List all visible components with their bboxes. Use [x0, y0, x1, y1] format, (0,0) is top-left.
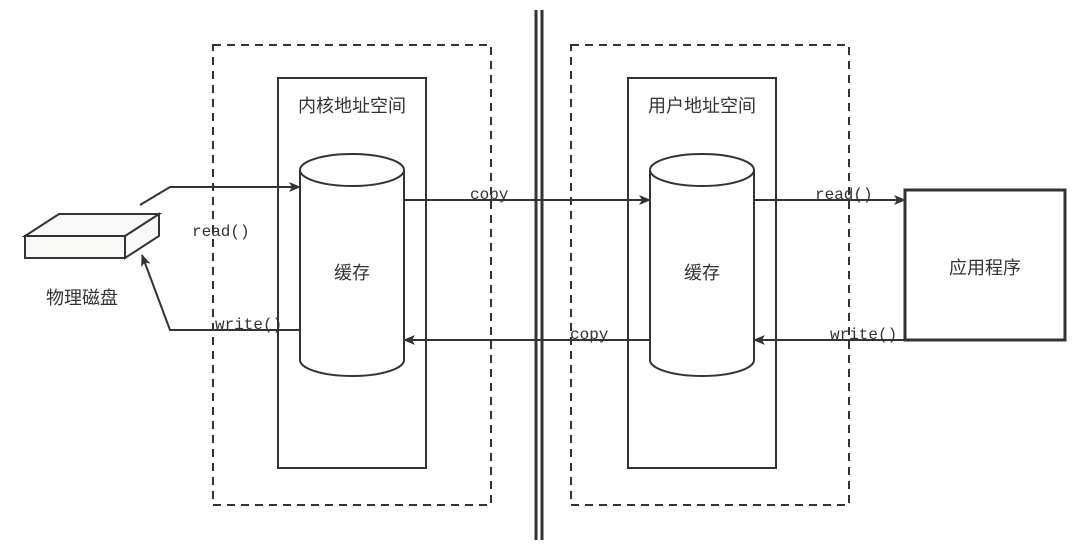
application-label: 应用程序 — [949, 258, 1021, 278]
arrow-kernel-to-disk-label: write() — [215, 316, 282, 334]
physical-disk-label: 物理磁盘 — [46, 288, 118, 308]
arrow-kernel-to-user-label: copy — [470, 186, 509, 204]
arrow-disk-to-kernel-label: read() — [192, 223, 250, 241]
user-inner-box-title: 用户地址空间 — [648, 96, 756, 116]
physical-disk-icon — [25, 214, 159, 258]
kernel-inner-box-title: 内核地址空间 — [298, 96, 406, 116]
kernel-cache-cylinder-label: 缓存 — [334, 263, 370, 283]
arrow-user-to-kernel-label: copy — [570, 326, 609, 344]
user-cache-cylinder-label: 缓存 — [684, 263, 720, 283]
arrow-user-to-app-label: read() — [815, 186, 873, 204]
arrow-app-to-user-label: write() — [830, 326, 897, 344]
arrow-disk-to-kernel — [140, 187, 300, 205]
